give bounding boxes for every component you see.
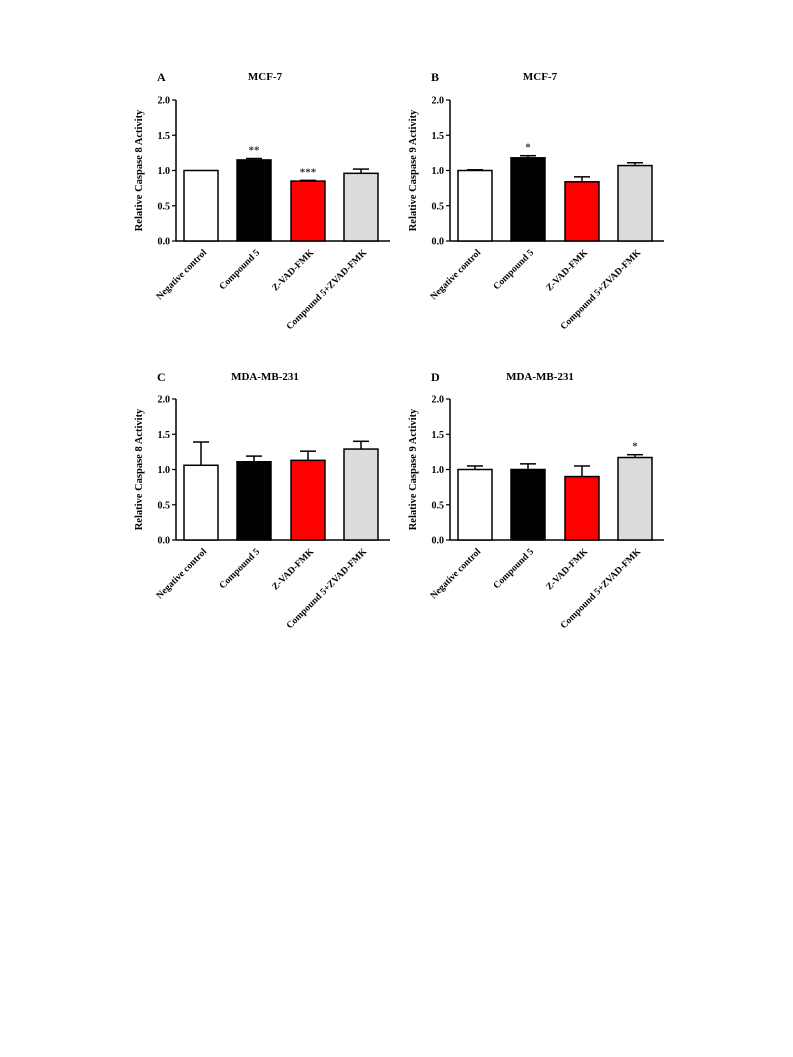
bar bbox=[564, 475, 600, 541]
y-tick-label: 0.5 bbox=[158, 201, 171, 212]
significance-label: ** bbox=[249, 145, 261, 157]
chart-title: MCF-7 bbox=[523, 71, 558, 83]
bar bbox=[343, 448, 379, 541]
bar bbox=[457, 468, 493, 541]
significance-label: * bbox=[632, 441, 638, 453]
panel-letter: B bbox=[431, 70, 439, 84]
y-tick-label: 0.5 bbox=[432, 500, 445, 511]
bar bbox=[183, 464, 219, 541]
bar bbox=[617, 456, 653, 541]
significance-label: * bbox=[525, 142, 531, 154]
panel-letter: C bbox=[157, 370, 166, 384]
x-category-label: Compound 5 bbox=[492, 547, 536, 591]
y-tick-label: 0.5 bbox=[432, 201, 445, 212]
significance-label: *** bbox=[300, 166, 317, 178]
x-category-label: Negative control bbox=[429, 248, 483, 302]
x-category-label: Negative control bbox=[155, 248, 209, 302]
y-tick-label: 2.0 bbox=[432, 395, 445, 406]
chart-panel-b: B MCF-7 0.0 0.5 1.0 1.5 2.0 Relative Caspase 9 … bbox=[408, 70, 664, 332]
bar bbox=[236, 460, 272, 541]
panel-letter: A bbox=[157, 70, 166, 84]
y-tick-label: 2.0 bbox=[158, 96, 171, 107]
chart-title: MDA-MB-231 bbox=[231, 371, 299, 383]
x-category-label: Z-VAD-FMK bbox=[271, 248, 317, 294]
y-tick-label: 0.0 bbox=[158, 237, 171, 248]
x-category-label: Compound 5 bbox=[218, 547, 262, 591]
bar bbox=[343, 172, 379, 242]
x-category-label: Z-VAD-FMK bbox=[545, 248, 591, 294]
y-tick-label: 1.0 bbox=[432, 166, 445, 177]
y-tick-label: 0.0 bbox=[158, 536, 171, 547]
y-tick-label: 0.5 bbox=[158, 500, 171, 511]
bar bbox=[510, 157, 546, 242]
x-category-label: Compound 5 bbox=[492, 248, 536, 292]
chart-panel-a: A MCF-7 0.0 0.5 1.0 1.5 2.0 Relative Caspase 8 … bbox=[134, 70, 390, 332]
bar bbox=[290, 459, 326, 541]
bar bbox=[510, 468, 546, 541]
chart-title: MDA-MB-231 bbox=[506, 371, 574, 383]
y-axis-label: Relative Caspase 8 Activity bbox=[134, 109, 145, 231]
panel-letter: D bbox=[431, 370, 440, 384]
y-tick-label: 1.0 bbox=[432, 465, 445, 476]
y-tick-label: 1.5 bbox=[158, 430, 171, 441]
x-category-label: Negative control bbox=[155, 547, 209, 601]
bar bbox=[617, 164, 653, 242]
y-tick-label: 1.5 bbox=[158, 131, 171, 142]
y-tick-label: 2.0 bbox=[432, 96, 445, 107]
y-tick-label: 2.0 bbox=[158, 395, 171, 406]
y-tick-label: 1.0 bbox=[158, 465, 171, 476]
x-category-label: Negative control bbox=[429, 547, 483, 601]
y-tick-label: 1.5 bbox=[432, 131, 445, 142]
y-tick-label: 1.0 bbox=[158, 166, 171, 177]
bar bbox=[457, 169, 493, 242]
bar bbox=[290, 180, 326, 242]
y-axis-label: Relative Caspase 9 Activity bbox=[408, 109, 419, 231]
chart-panel-c: C MDA-MB-231 0.0 0.5 1.0 1.5 2.0 Relative Caspa… bbox=[134, 370, 390, 631]
bar bbox=[236, 159, 272, 242]
x-category-label: Compound 5 bbox=[218, 248, 262, 292]
x-category-label: Z-VAD-FMK bbox=[271, 547, 317, 593]
chart-panel-d: D MDA-MB-231 0.0 0.5 1.0 1.5 2.0 Relative Caspa… bbox=[408, 370, 664, 631]
chart-title: MCF-7 bbox=[248, 71, 283, 83]
y-tick-label: 0.0 bbox=[432, 536, 445, 547]
bar bbox=[564, 181, 600, 242]
y-axis-label: Relative Caspase 8 Activity bbox=[134, 408, 145, 530]
x-category-label: Z-VAD-FMK bbox=[545, 547, 591, 593]
y-tick-label: 1.5 bbox=[432, 430, 445, 441]
y-axis-label: Relative Caspase 9 Activity bbox=[408, 408, 419, 530]
bar bbox=[183, 169, 219, 242]
y-tick-label: 0.0 bbox=[432, 237, 445, 248]
